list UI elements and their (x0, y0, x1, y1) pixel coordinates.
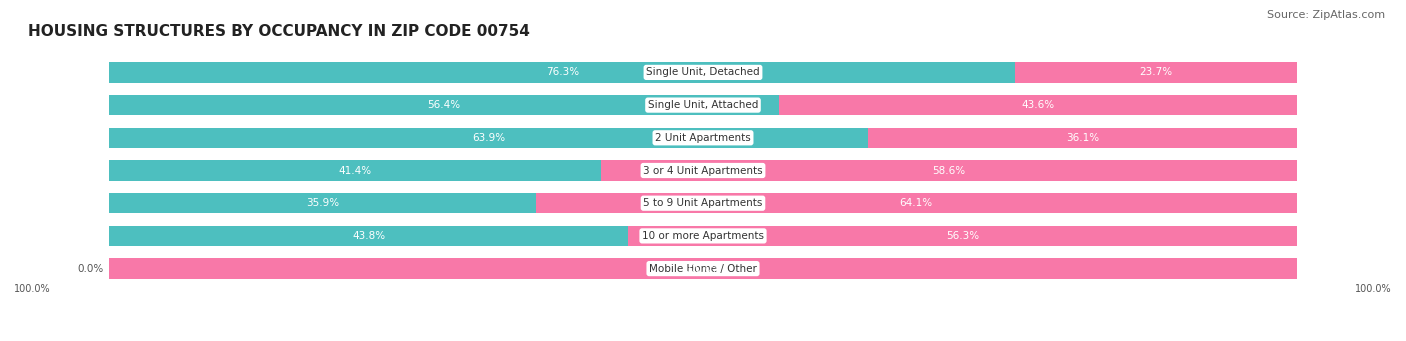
Text: 2 Unit Apartments: 2 Unit Apartments (655, 133, 751, 143)
Bar (110, 62, 1296, 83)
Text: 100.0%: 100.0% (683, 264, 723, 273)
Text: Single Unit, Attached: Single Unit, Attached (648, 100, 758, 110)
Text: 63.9%: 63.9% (472, 133, 505, 143)
Bar (600, 160, 1296, 181)
Text: 36.1%: 36.1% (1066, 133, 1099, 143)
Text: Single Unit, Detached: Single Unit, Detached (647, 68, 759, 77)
Text: 35.9%: 35.9% (305, 198, 339, 208)
Bar (536, 193, 1296, 213)
Bar (110, 226, 1296, 246)
Text: 43.8%: 43.8% (353, 231, 385, 241)
Bar (110, 193, 536, 213)
Bar (110, 62, 1015, 83)
Bar (868, 128, 1296, 148)
Text: 43.6%: 43.6% (1021, 100, 1054, 110)
Text: 10 or more Apartments: 10 or more Apartments (643, 231, 763, 241)
Text: 58.6%: 58.6% (932, 165, 966, 176)
Text: 56.3%: 56.3% (946, 231, 979, 241)
Bar (110, 258, 1296, 279)
Bar (110, 128, 1296, 148)
Text: 3 or 4 Unit Apartments: 3 or 4 Unit Apartments (643, 165, 763, 176)
Bar (110, 160, 1296, 181)
Text: 41.4%: 41.4% (339, 165, 371, 176)
Bar (110, 226, 630, 246)
Text: 64.1%: 64.1% (900, 198, 932, 208)
Bar (110, 193, 1296, 213)
Text: Source: ZipAtlas.com: Source: ZipAtlas.com (1267, 10, 1385, 20)
Text: 100.0%: 100.0% (14, 284, 51, 294)
Bar (110, 95, 1296, 115)
Text: 5 to 9 Unit Apartments: 5 to 9 Unit Apartments (644, 198, 762, 208)
Bar (110, 128, 868, 148)
Bar (1015, 62, 1296, 83)
Text: 76.3%: 76.3% (546, 68, 579, 77)
Bar (110, 160, 600, 181)
Bar (779, 95, 1296, 115)
Bar (110, 95, 779, 115)
Text: Mobile Home / Other: Mobile Home / Other (650, 264, 756, 273)
Text: HOUSING STRUCTURES BY OCCUPANCY IN ZIP CODE 00754: HOUSING STRUCTURES BY OCCUPANCY IN ZIP C… (28, 24, 530, 39)
Text: 23.7%: 23.7% (1140, 68, 1173, 77)
Text: 100.0%: 100.0% (1355, 284, 1392, 294)
Bar (110, 258, 1296, 279)
Text: 56.4%: 56.4% (427, 100, 461, 110)
Text: 0.0%: 0.0% (77, 264, 103, 273)
Bar (628, 226, 1296, 246)
